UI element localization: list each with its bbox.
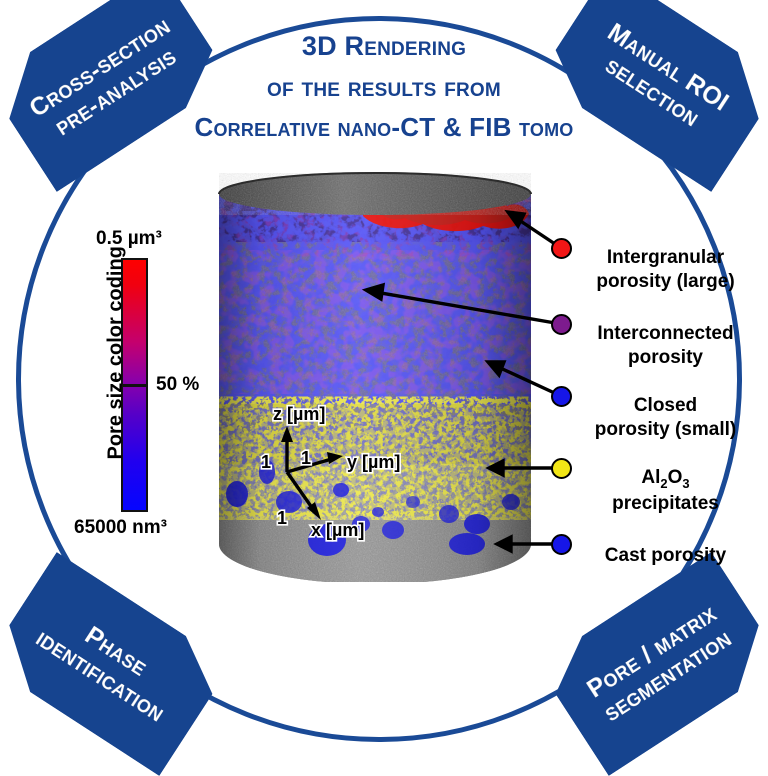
axis-tick-y: 1 [301,448,311,468]
yellow-dot-icon [551,458,572,479]
axis-tick-x: 1 [277,508,287,528]
colorbar-max-label: 0.5 µm³ [96,228,162,249]
title-line-2: of the results from [267,72,501,103]
red-dot-icon [551,238,572,259]
axis-arrowheads [281,426,343,520]
colorbar-axis-title: Pore size color coding [104,246,127,460]
outer-ring [16,16,742,742]
legend-line-2: porosity (large) [596,271,735,293]
colorbar-min-label: 65000 nm³ [74,517,167,538]
colorbar-mid-tick [121,384,148,387]
colorbar-mid-label: 50 % [156,374,200,395]
legend-line-2: porosity (small) [594,419,737,441]
blue-dot-icon-cast [551,534,572,555]
legend-line-1: Intergranular [606,247,725,268]
axis-label-y: y [µm] [347,452,400,472]
title-line-1: 3D Rendering [301,31,467,61]
volume-rendering-cylinder: 1 1 1 z [µm] y [µm] x [µm] [215,172,535,582]
legend-line-1: Interconnected [597,323,734,344]
figure-title: 3D Rendering of the results from Correla… [150,26,618,148]
legend-line-1: Closed [633,395,698,416]
legend-line-2: porosity [628,347,703,369]
legend-line-1: Cast porosity [604,545,727,566]
cylinder-svg: 1 1 1 z [µm] y [µm] x [µm] [218,172,532,582]
cylinder-body [219,172,531,582]
axis-label-x: x [µm] [311,520,364,540]
legend-item-intergranular-porosity: Intergranular porosity (large) [583,246,748,295]
axis-tick-z: 1 [261,452,271,472]
pore-size-colorbar: 0.5 µm³ 50 % 65000 nm³ Pore size color c… [74,228,218,538]
legend-line-2: precipitates [612,493,719,515]
legend-item-closed-porosity: Closed porosity (small) [583,394,748,443]
legend-line-1: Al2O3 [641,467,690,491]
purple-dot-icon [551,314,572,335]
legend-item-al2o3-precipitates: Al2O3 precipitates [583,466,748,517]
legend-item-interconnected-porosity: Interconnected porosity [583,322,748,371]
blue-dot-icon [551,386,572,407]
axis-label-z: z [µm] [273,404,325,424]
legend-item-cast-porosity: Cast porosity [583,544,748,568]
title-line-3: Correlative nano-CT & FIB tomo [194,112,574,143]
